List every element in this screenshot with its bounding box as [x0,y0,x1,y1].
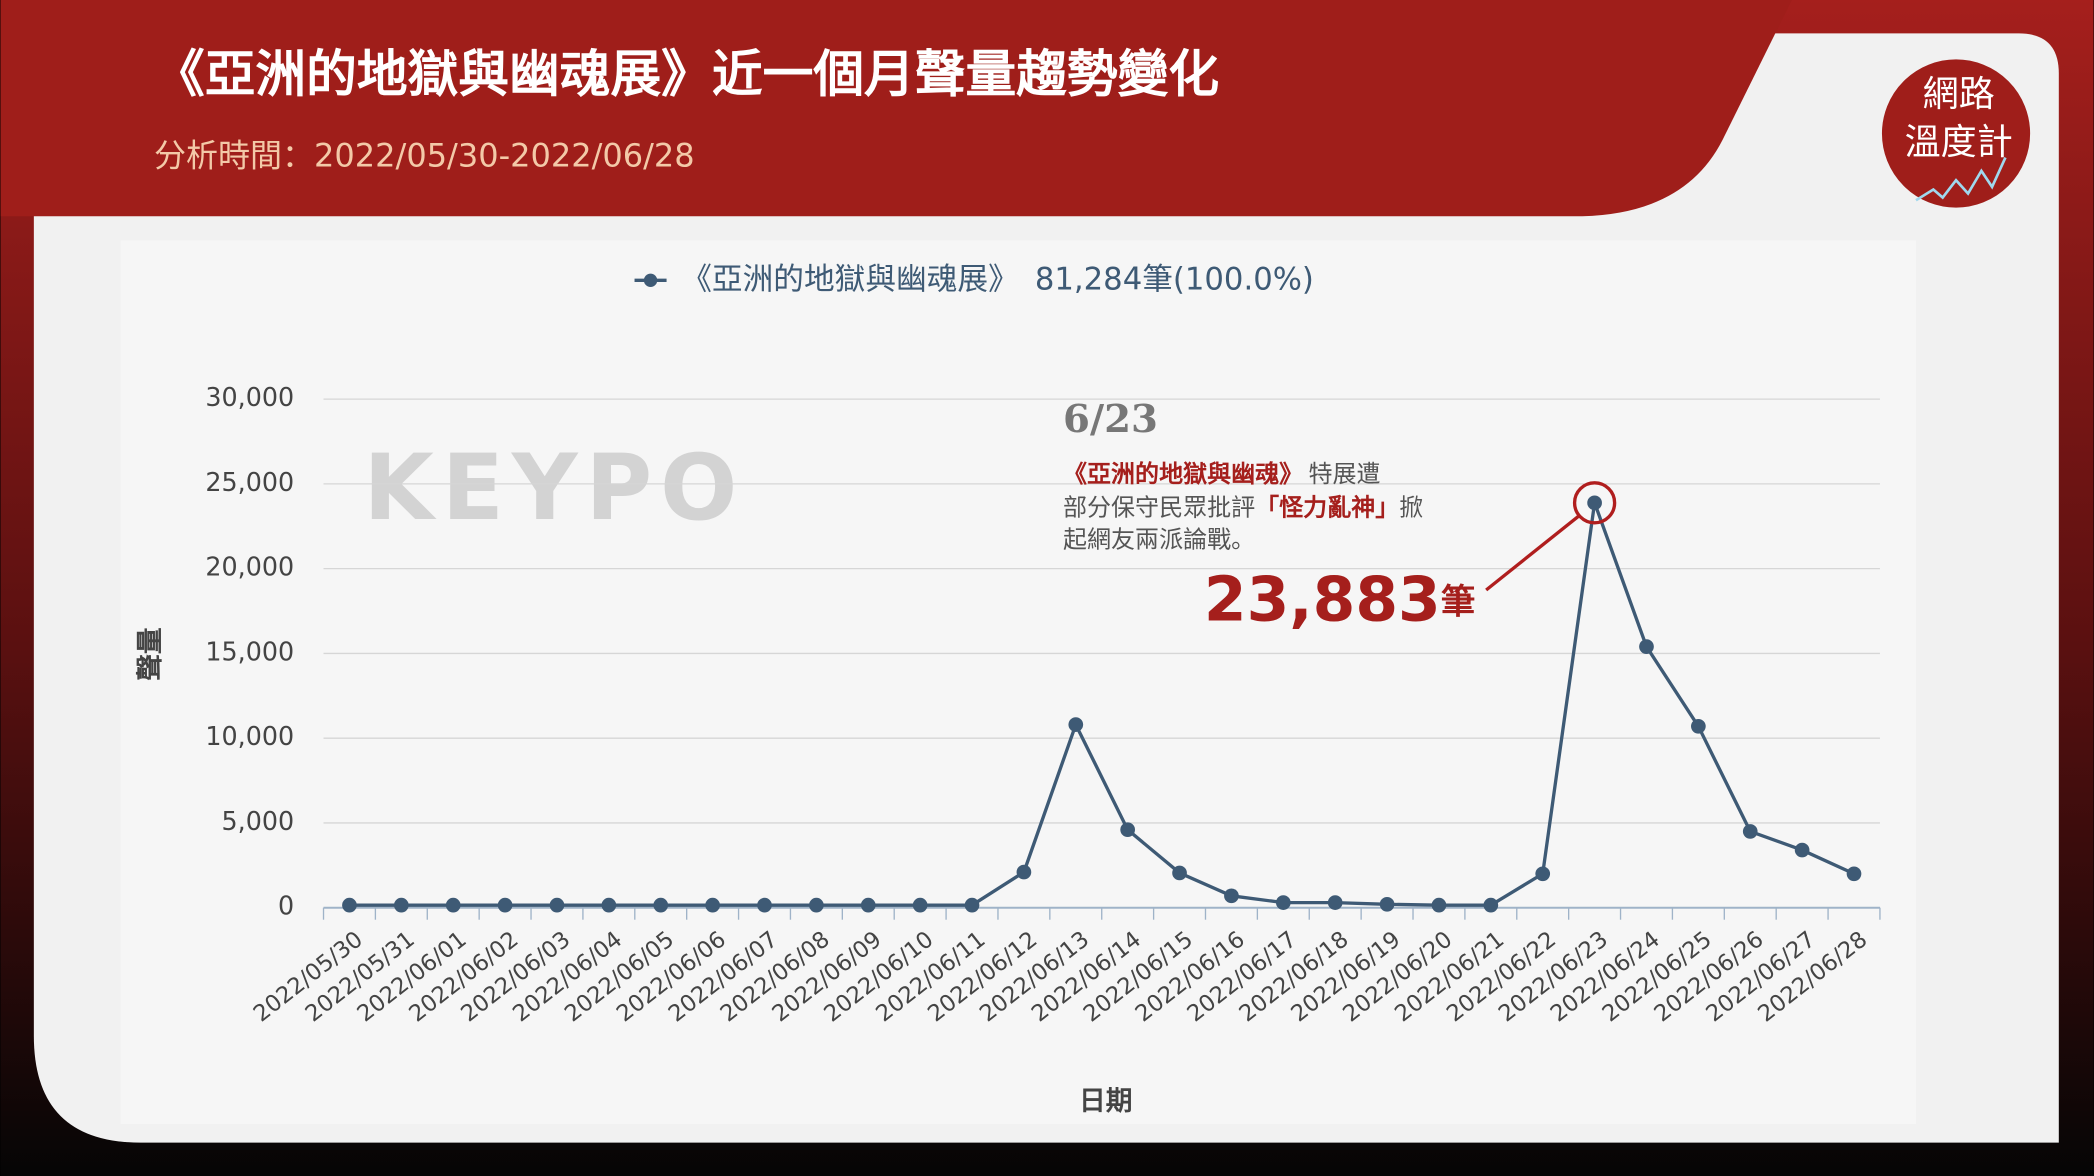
legend-label: 《亞洲的地獄與幽魂展》 [681,262,1019,297]
watermark: KEYPO [364,436,746,541]
logo-text: 網路 [1923,74,1995,115]
peak-number: 23,883 [1204,564,1441,635]
data-point [1483,897,1499,913]
x-axis-title: 日期 [1079,1086,1132,1117]
data-point [1172,865,1187,881]
data-point [1068,717,1084,732]
data-point [860,897,876,913]
y-tick-label: 5,000 [222,806,295,836]
data-point [601,897,617,913]
annotation-highlight: 「怪力亂神」 [1255,494,1399,522]
series-line [349,502,1855,907]
annotation-date: 6/23 [1063,397,1158,442]
data-point [1275,895,1291,910]
data-point [705,897,720,913]
annotation-text: 掀 [1399,494,1423,522]
y-tick-label: 15,000 [205,636,294,666]
logo-badge [1877,55,2035,212]
data-point [1535,866,1551,882]
data-point [1691,718,1706,734]
data-point [912,897,928,913]
annotation-highlight: 《亞洲的地獄與幽魂》 [1063,460,1303,488]
y-tick-label: 20,000 [205,552,294,582]
plot-panel [120,240,1916,1124]
data-point [1431,897,1447,913]
data-point [1794,842,1810,858]
annotation-text: 部分保守民眾批評 [1063,494,1255,522]
data-point [1327,895,1343,910]
data-point [964,897,980,913]
data-point [1016,864,1032,880]
annotation-text: 起網友兩派論戰。 [1063,526,1255,554]
legend-marker [643,273,658,287]
data-point [757,897,772,913]
data-point [549,897,565,913]
data-point [1639,639,1654,654]
y-tick-label: 30,000 [205,382,294,412]
data-point [809,897,824,913]
peak-label: 23,883筆 [1204,564,1476,635]
subtitle: 分析時間：2022/05/30-2022/06/28 [154,137,695,175]
annotation-text: 《亞洲的地獄與幽魂》 特展遭 [1063,460,1381,488]
header-banner [0,0,1792,217]
data-point [445,897,461,913]
data-point [1846,866,1862,882]
y-tick-label: 25,000 [205,467,294,497]
data-point [342,897,357,913]
title: 《亞洲的地獄與幽魂展》近一個月聲量趨勢變化 [154,44,1219,103]
peak-unit: 筆 [1441,582,1476,622]
data-point [1379,896,1395,912]
data-point [1224,888,1239,904]
annotation-text: 特展遭 [1309,460,1381,488]
legend-summary: 81,284筆(100.0%) [1035,262,1314,297]
y-axis-title: 聲量 [135,627,166,680]
data-point [1587,495,1602,511]
y-tick-label: 10,000 [205,721,294,751]
logo-graph [1915,156,2007,202]
data-point [653,897,669,913]
data-point [497,897,513,913]
data-point [393,897,409,913]
data-point [1742,824,1758,839]
data-point [1120,822,1136,838]
legend-text: 《亞洲的地獄與幽魂展》 81,284筆(100.0%) [681,262,1314,297]
annotation-text: 部分保守民眾批評「怪力亂神」掀 [1063,494,1423,522]
peak-highlight [1572,481,1617,525]
peak-connector [1485,514,1580,592]
logo-text: 溫度計 [1905,122,2013,163]
y-tick-label: 0 [278,891,294,921]
